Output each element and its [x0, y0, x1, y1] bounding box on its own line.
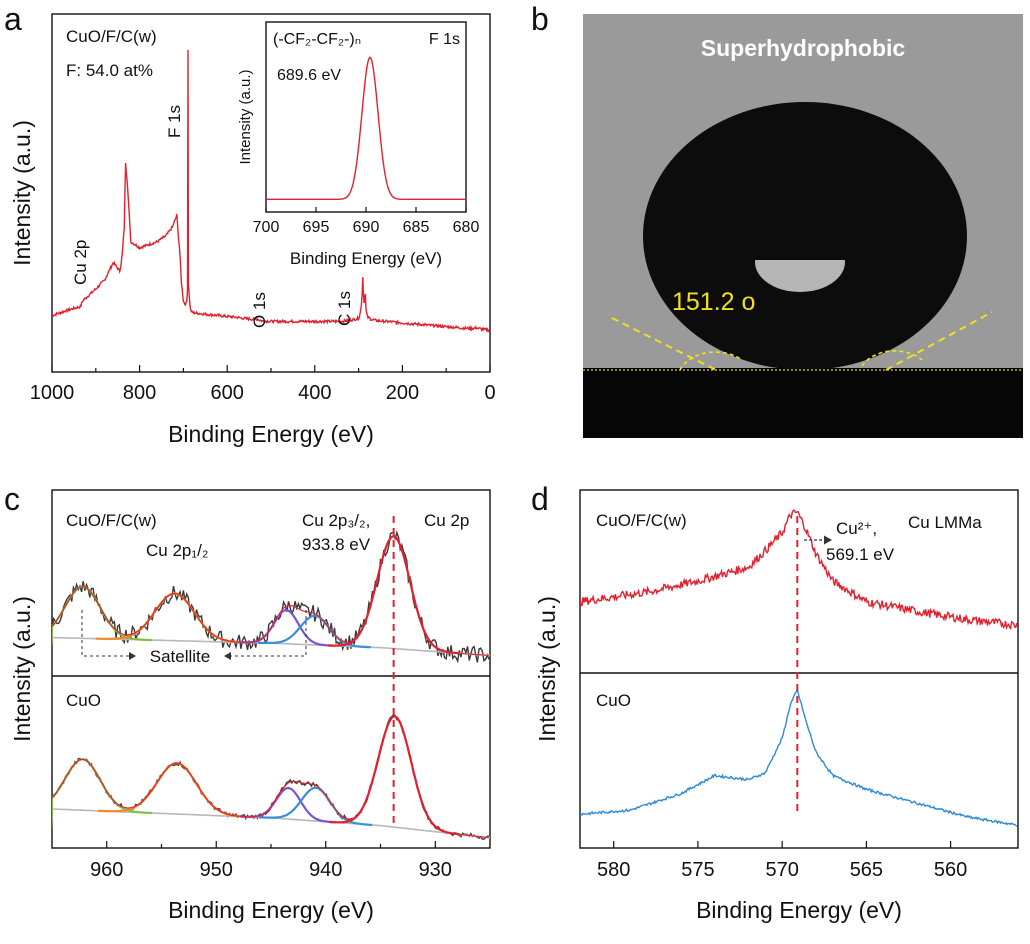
panel-a-sample-label: CuO/F/C(w)	[66, 27, 157, 46]
satellite-arrow-left	[129, 652, 136, 660]
panel-a-x-axis: 1000 800 600 400 200 0	[30, 365, 496, 404]
fit-peak-line	[258, 786, 373, 827]
contact-angle-label: 151.2 o	[672, 288, 755, 316]
x-tick-label: 930	[419, 859, 452, 881]
cu2p32-label: Cu 2p₃/₂,	[302, 511, 370, 530]
x-tick-label: 960	[90, 859, 123, 881]
panel-d-title: Cu LMMa	[908, 513, 982, 532]
panel-d-x-axis: 580 575 570 565 560	[597, 841, 967, 881]
x-tick-label: 695	[303, 219, 330, 236]
panel-d-lower-sample: CuO	[596, 691, 631, 710]
x-tick-label: 685	[403, 219, 430, 236]
c1s-peak-label: C 1s	[335, 291, 354, 326]
panel-a-letter: a	[4, 1, 22, 37]
x-tick-label: 690	[353, 219, 380, 236]
x-tick-label: 580	[597, 859, 630, 881]
lmm-spectrum-line	[580, 509, 1018, 630]
panel-c-lower-sample: CuO	[66, 691, 101, 710]
survey-spectrum-line	[52, 49, 490, 333]
x-tick-label: 575	[681, 859, 714, 881]
inset-f1s-line	[266, 56, 465, 200]
cu2plus-value: 569.1 eV	[826, 545, 895, 564]
background-line	[52, 808, 490, 839]
inset-peak-label: 689.6 eV	[277, 67, 341, 84]
inset-title: F 1s	[429, 31, 460, 48]
panel-c: c 960 950 940 930 Binding Energy (eV) Inten…	[4, 481, 491, 923]
x-tick-label: 800	[123, 382, 156, 404]
panel-b: b Superhydrophobic 151.2 o	[531, 1, 1023, 438]
x-tick-label: 680	[453, 219, 480, 236]
inset-x-label: Binding Energy (eV)	[290, 249, 442, 268]
fit-peak-line	[240, 787, 336, 824]
panel-d-letter: d	[531, 481, 549, 517]
x-tick-label: 560	[934, 859, 967, 881]
inset-x-axis: 700 695 690 685 680	[253, 207, 480, 236]
panel-b-letter: b	[531, 1, 549, 37]
reflection-mask	[740, 220, 860, 260]
x-tick-label: 700	[253, 219, 280, 236]
cu2p12-label: Cu 2p₁/₂	[146, 541, 208, 560]
panel-a-y-label: Intensity (a.u.)	[9, 120, 35, 266]
f1s-peak-label: F 1s	[165, 105, 184, 138]
x-tick-label: 570	[765, 859, 798, 881]
x-tick-label: 950	[200, 859, 233, 881]
x-tick-label: 0	[484, 382, 495, 404]
panel-c-x-label: Binding Energy (eV)	[168, 897, 374, 923]
right-angle-arc	[861, 350, 923, 367]
panel-d-upper-sample: CuO/F/C(w)	[596, 511, 687, 530]
panel-a-composition: F: 54.0 at%	[66, 61, 153, 80]
lmm-spectrum-line	[580, 687, 1018, 827]
cu2p-peak-label: Cu 2p	[71, 240, 90, 285]
x-tick-label: 1000	[30, 382, 75, 404]
panel-d-x-label: Binding Energy (eV)	[696, 897, 902, 923]
panel-d-spectra	[580, 509, 1018, 827]
panel-c-title: Cu 2p	[424, 511, 469, 530]
panel-c-spectra	[52, 530, 490, 840]
raw-spectrum-line	[52, 713, 489, 840]
x-tick-label: 565	[850, 859, 883, 881]
fit-peak-line	[257, 614, 371, 649]
fit-envelope-line	[52, 535, 489, 656]
x-tick-label: 940	[309, 859, 342, 881]
fit-envelope-line	[52, 715, 489, 839]
background-line	[52, 636, 490, 657]
x-tick-label: 600	[211, 382, 244, 404]
panel-d-frame	[579, 489, 1019, 849]
panel-a-inset: 700 695 690 685 680 (-CF₂-CF₂-)ₙ F 1s 689.6 …	[237, 21, 480, 268]
panel-d-y-label: Intensity (a.u.)	[534, 596, 560, 742]
panel-a-x-label: Binding Energy (eV)	[168, 421, 374, 447]
satellite-arrow-right	[224, 652, 231, 660]
panel-c-x-axis: 960 950 940 930	[90, 841, 452, 881]
fit-peak-line	[97, 762, 255, 819]
panel-c-frame	[51, 489, 491, 849]
photo-substrate	[583, 368, 1023, 438]
inset-frame	[265, 21, 467, 213]
fit-peak-line	[52, 758, 152, 829]
panel-c-letter: c	[4, 481, 20, 517]
left-angle-arc	[679, 351, 743, 371]
cu2p32-value: 933.8 eV	[302, 535, 371, 554]
fit-peak-line	[95, 592, 253, 644]
panel-d: d 580 575 570 565 560 Binding Energy (eV) In…	[531, 481, 1019, 923]
left-tangent-line	[611, 317, 717, 371]
panel-c-y-label: Intensity (a.u.)	[9, 596, 35, 742]
o1s-peak-label: O 1s	[250, 292, 269, 328]
photo-title: Superhydrophobic	[701, 35, 906, 61]
satellite-bracket	[81, 610, 307, 657]
panel-c-upper-sample: CuO/F/C(w)	[66, 511, 157, 530]
cu2plus-label: Cu²⁺,	[836, 519, 877, 538]
x-tick-label: 400	[298, 382, 331, 404]
panel-a: a 1000 800 600 400 200 0 Binding Energy (eV) …	[4, 1, 496, 447]
satellite-label: Satellite	[150, 647, 210, 666]
right-tangent-line	[885, 311, 993, 371]
x-tick-label: 200	[386, 382, 419, 404]
inset-formula: (-CF₂-CF₂-)ₙ	[273, 31, 361, 48]
cu2plus-arrow-head	[824, 535, 832, 545]
inset-y-label: Intensity (a.u.)	[237, 69, 254, 164]
